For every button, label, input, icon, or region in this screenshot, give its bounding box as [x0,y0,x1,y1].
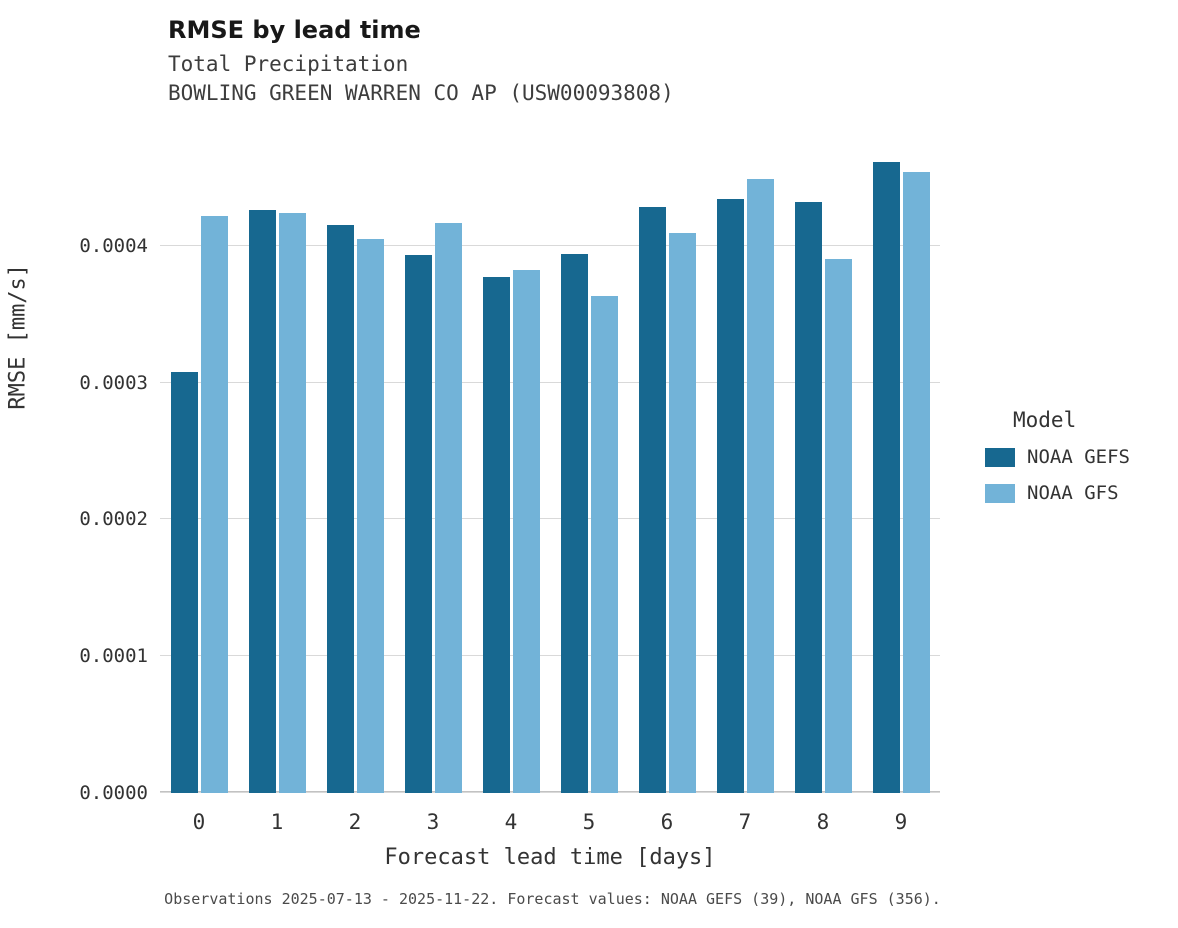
x-axis-ticks: 0 1 2 3 4 5 6 7 8 9 [160,810,940,840]
bar-noaa-gefs [326,225,354,793]
gridline [160,381,940,383]
gridline [160,518,940,520]
bar-group [472,150,550,793]
bar-noaa-gefs [170,371,198,793]
bar-noaa-gefs [560,253,588,793]
chart-subtitle-station: BOWLING GREEN WARREN CO AP (USW00093808) [168,81,674,105]
bar-group [628,150,706,793]
bar-noaa-gfs [356,238,384,793]
bar-noaa-gefs [482,277,510,793]
legend-title: Model [1013,408,1077,432]
legend-label-gfs: NOAA GFS [1027,482,1119,504]
y-tick-label: 0.0003 [79,371,148,394]
bar-noaa-gfs [434,222,462,793]
gridline [160,244,940,246]
x-tick-label: 4 [504,810,518,834]
bar-noaa-gfs [590,296,618,793]
chart-title: RMSE by lead time [168,16,421,44]
x-tick-label: 2 [348,810,362,834]
bar-group [316,150,394,793]
bar-group [160,150,238,793]
bar-group [862,150,940,793]
x-tick-label: 3 [426,810,440,834]
x-tick-label: 0 [192,810,206,834]
x-tick-label: 6 [660,810,674,834]
x-tick-label: 9 [894,810,908,834]
y-tick-label: 0.0001 [79,645,148,668]
legend-label-gefs: NOAA GEFS [1027,446,1130,468]
bar-noaa-gefs [248,210,276,793]
y-tick-label: 0.0004 [79,234,148,257]
bar-group [394,150,472,793]
gridline [160,792,940,793]
legend-entry-gfs: NOAA GFS [985,482,1175,504]
bar-noaa-gefs [638,207,666,793]
bar-noaa-gefs [716,199,744,793]
bar-noaa-gfs [746,178,774,793]
x-tick-label: 8 [816,810,830,834]
x-tick-label: 7 [738,810,752,834]
bar-noaa-gfs [902,171,930,793]
y-axis-ticks: 0.0000 0.0001 0.0002 0.0003 0.0004 [0,150,148,804]
chart-subtitle-variable: Total Precipitation [168,52,409,76]
bar-group [706,150,784,793]
legend-swatch-gfs [985,483,1015,503]
bar-noaa-gefs [872,162,900,793]
legend: Model NOAA GEFS NOAA GFS [985,408,1175,518]
bar-noaa-gfs [200,215,228,793]
x-tick-label: 1 [270,810,284,834]
bar-group [784,150,862,793]
bar-noaa-gfs [668,233,696,793]
bar-noaa-gefs [794,202,822,793]
bar-noaa-gfs [512,270,540,793]
x-axis-label: Forecast lead time [days] [384,845,716,870]
x-tick-label: 5 [582,810,596,834]
legend-entry-gefs: NOAA GEFS [985,446,1175,468]
bar-noaa-gfs [824,259,852,793]
bar-group [550,150,628,793]
bar-group [238,150,316,793]
bar-noaa-gefs [404,255,432,793]
bar-noaa-gfs [278,212,306,793]
gridline [160,655,940,657]
legend-swatch-gefs [985,447,1015,467]
y-tick-label: 0.0000 [79,782,148,804]
caption: Observations 2025-07-13 - 2025-11-22. Fo… [164,890,941,908]
y-tick-label: 0.0002 [79,508,148,531]
plot-area [160,150,940,793]
